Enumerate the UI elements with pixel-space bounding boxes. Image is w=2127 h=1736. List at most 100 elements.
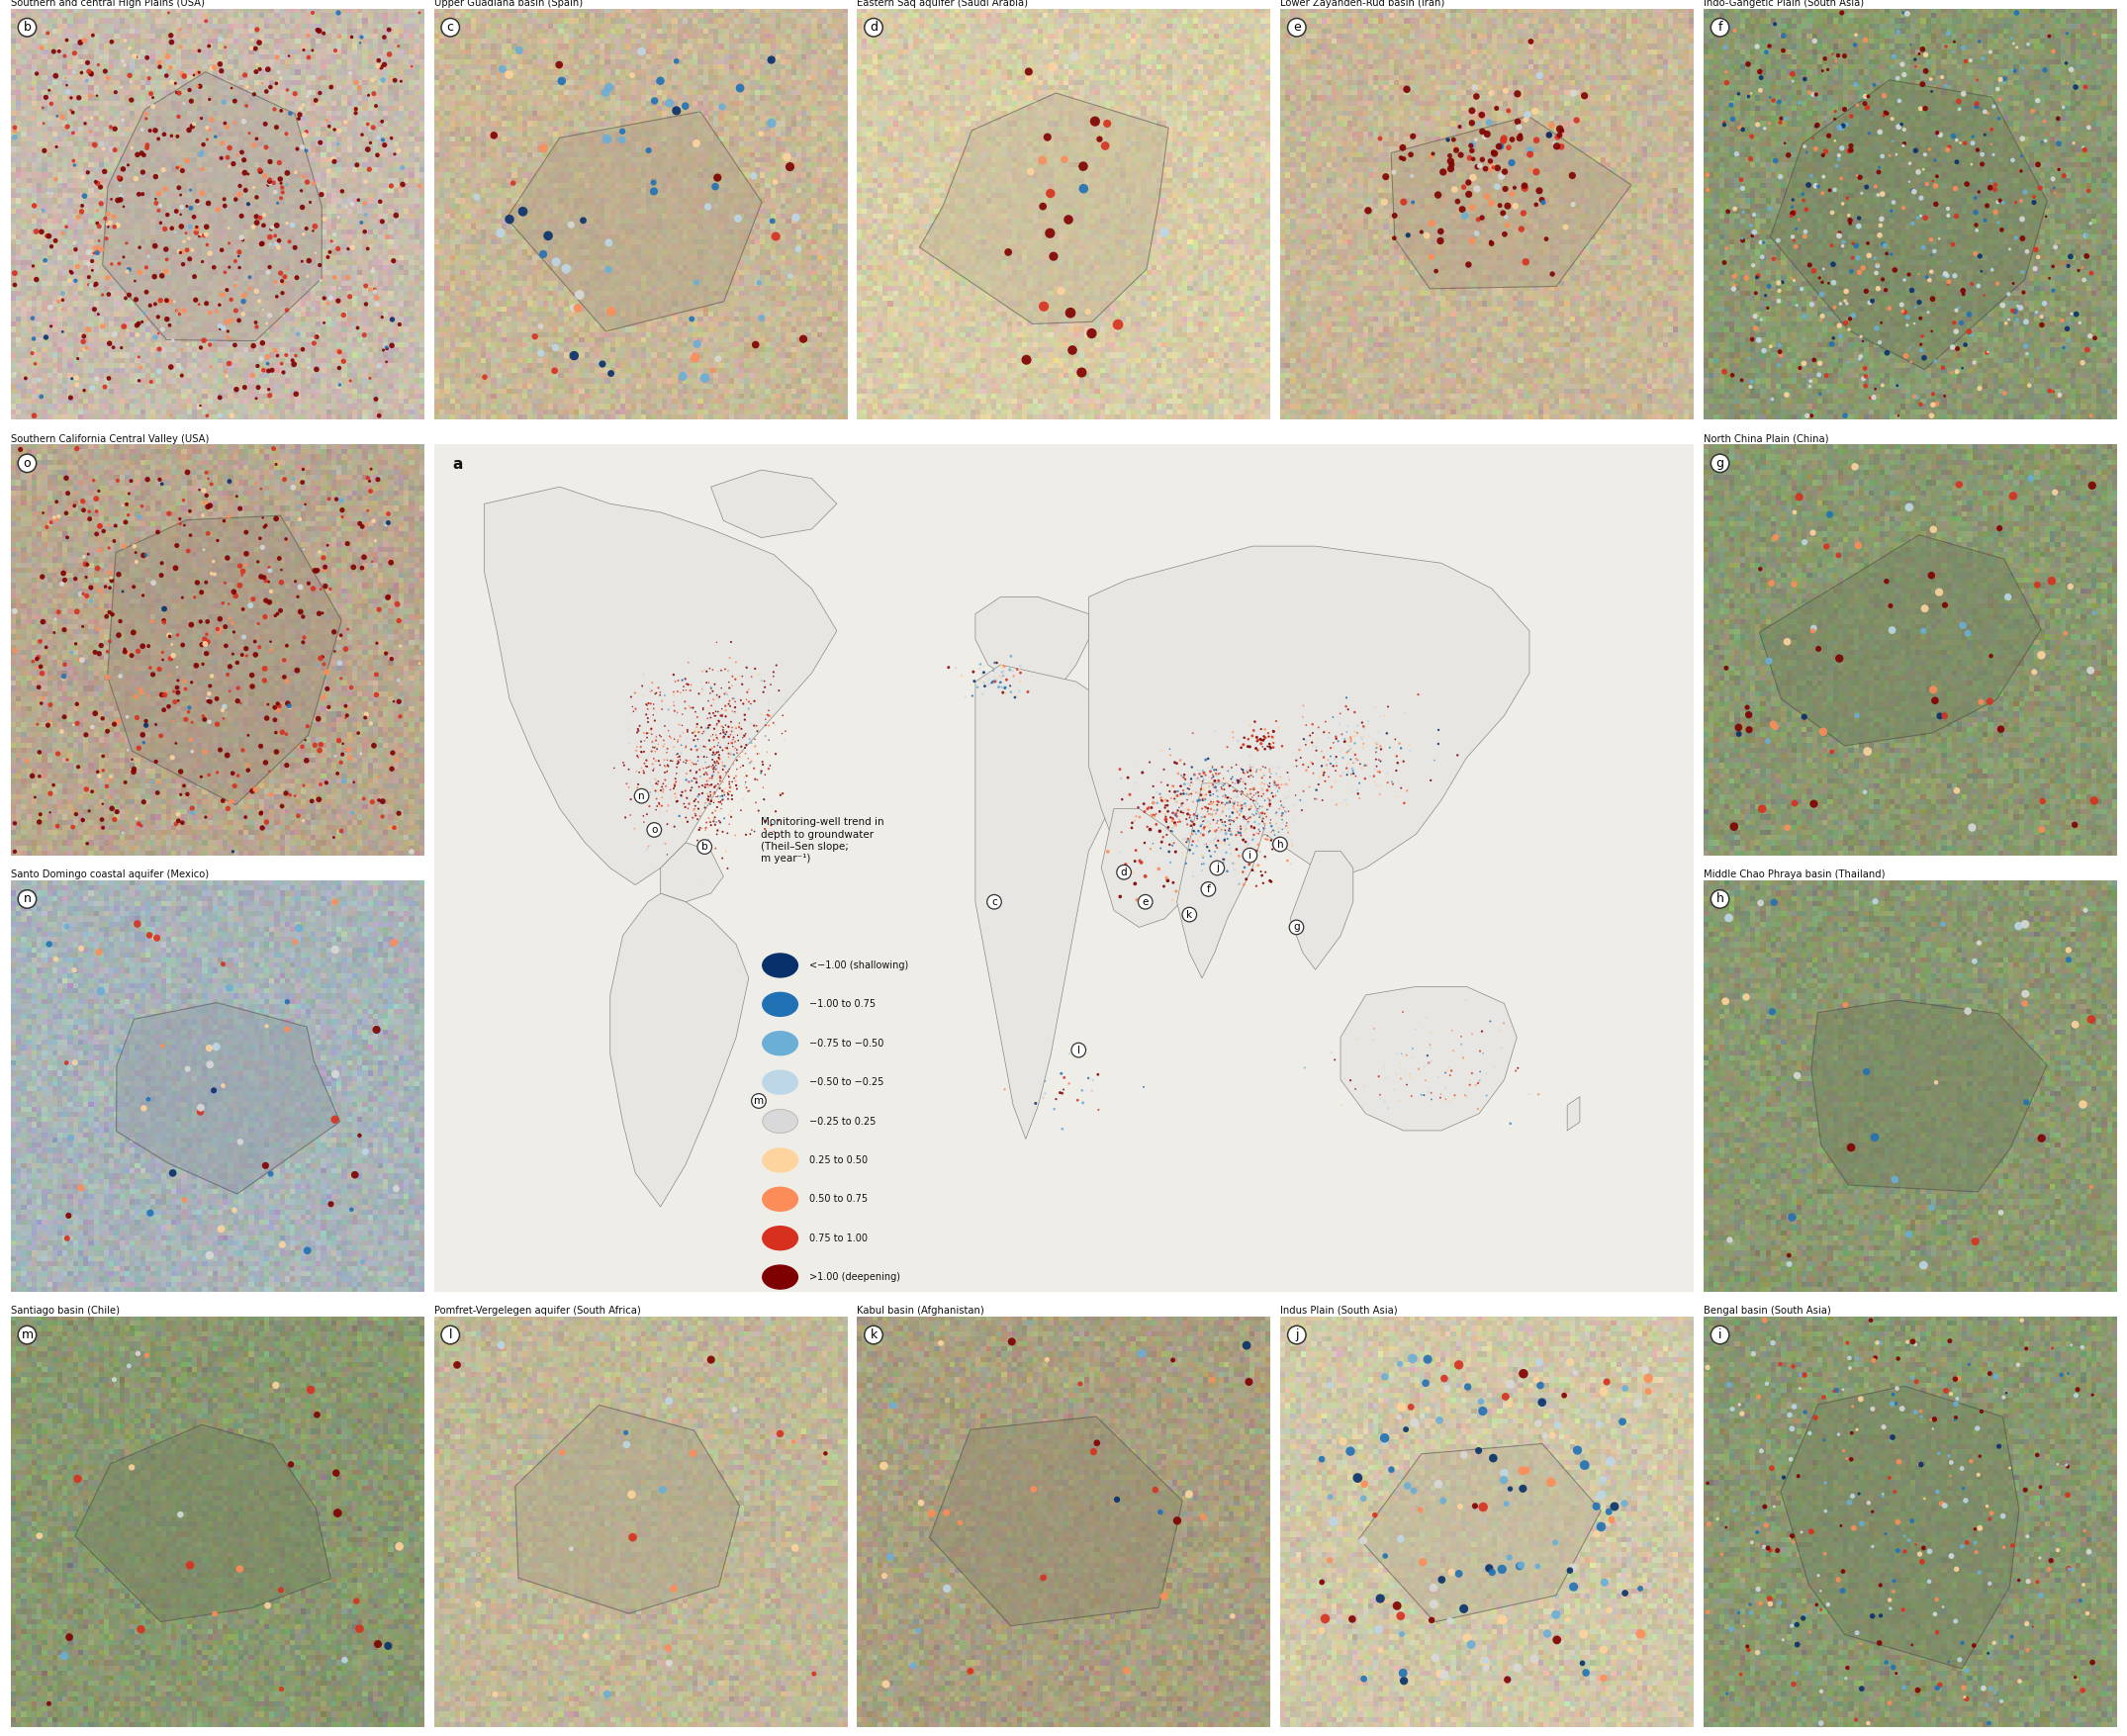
Point (704, 788, 738, 816)
Point (1246, 722, 1280, 750)
Point (253, 231, 287, 259)
Point (145, 681, 179, 708)
Point (619, 736, 653, 764)
Point (1712, 1226, 1746, 1253)
Point (32, 930, 66, 958)
Point (313, 484, 347, 512)
Point (972, 670, 1006, 698)
Point (706, 785, 740, 812)
Point (1763, 342, 1797, 370)
Point (1587, 1465, 1621, 1493)
Point (2025, 302, 2059, 330)
Point (2038, 179, 2072, 207)
Point (698, 748, 732, 776)
Point (655, 746, 689, 774)
Point (1967, 207, 2002, 234)
Point (732, 694, 766, 722)
Point (1855, 1533, 1889, 1561)
Point (242, 524, 277, 552)
Point (115, 642, 149, 670)
Point (1142, 793, 1176, 821)
Point (196, 547, 230, 575)
Point (1882, 1448, 1916, 1476)
Point (630, 752, 664, 779)
Point (687, 694, 721, 722)
Point (734, 748, 768, 776)
Point (1850, 229, 1885, 257)
Point (1816, 1377, 1850, 1404)
Point (1149, 219, 1183, 247)
Point (1821, 1566, 1855, 1594)
Point (1221, 783, 1255, 811)
Point (1823, 219, 1857, 247)
Point (1442, 113, 1476, 141)
Point (1185, 811, 1219, 838)
Point (1493, 1543, 1527, 1571)
Point (1223, 792, 1257, 819)
Point (1914, 241, 1948, 269)
Point (625, 753, 659, 781)
Point (1389, 1042, 1423, 1069)
Point (1793, 78, 1827, 106)
Point (1731, 1635, 1765, 1663)
Point (347, 330, 381, 358)
Point (1519, 191, 1553, 219)
Point (749, 705, 783, 733)
Point (272, 693, 306, 720)
Point (319, 889, 353, 917)
Point (125, 139, 160, 167)
Point (1897, 382, 1931, 410)
Point (47, 651, 81, 679)
Point (670, 670, 704, 698)
Point (1821, 153, 1855, 181)
Point (111, 151, 145, 179)
Point (228, 623, 262, 651)
Point (1017, 1476, 1051, 1503)
Text: b: b (702, 842, 708, 852)
Point (151, 43, 185, 71)
Point (1919, 347, 1953, 375)
Point (683, 802, 717, 830)
Point (208, 33, 242, 61)
Point (223, 495, 257, 523)
Point (1036, 52, 1070, 80)
Point (279, 80, 313, 108)
Point (1142, 818, 1176, 845)
Point (1736, 222, 1770, 250)
Polygon shape (919, 94, 1168, 325)
Point (1304, 1616, 1338, 1644)
Point (43, 288, 77, 316)
Point (1631, 1364, 1665, 1392)
Point (1757, 10, 1791, 38)
Point (81, 477, 115, 505)
Point (253, 557, 287, 585)
Point (1982, 514, 2016, 542)
Text: Southern and central High Plains (USA): Southern and central High Plains (USA) (11, 0, 204, 9)
Point (647, 726, 681, 753)
Point (1195, 764, 1229, 792)
Point (194, 559, 228, 587)
Point (1417, 746, 1451, 774)
Point (713, 644, 747, 672)
Point (83, 937, 117, 965)
Point (87, 57, 121, 85)
Point (1806, 269, 1840, 297)
Point (1261, 795, 1295, 823)
Point (1704, 1540, 1738, 1568)
Point (196, 54, 230, 82)
Point (1759, 148, 1793, 175)
Point (1346, 722, 1380, 750)
Point (302, 736, 336, 764)
Point (757, 818, 791, 845)
Point (1899, 137, 1933, 165)
Point (1236, 773, 1270, 800)
Point (698, 741, 732, 769)
Point (381, 33, 415, 61)
Point (32, 712, 66, 740)
Point (1923, 1439, 1957, 1467)
Point (1249, 825, 1283, 852)
Point (1066, 359, 1100, 387)
Point (1395, 122, 1429, 149)
Point (102, 250, 136, 278)
Point (251, 568, 285, 595)
